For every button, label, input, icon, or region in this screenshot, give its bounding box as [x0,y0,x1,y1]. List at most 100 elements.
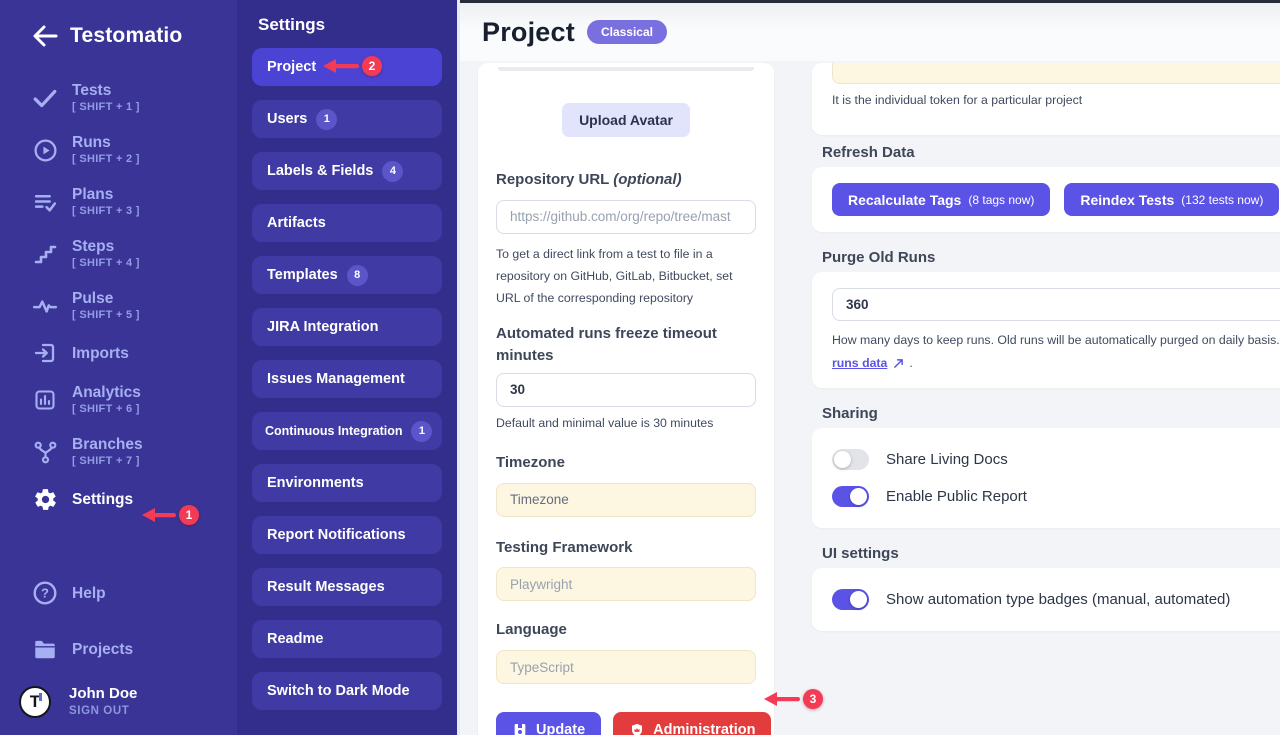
save-icon [514,724,526,735]
app-sidebar: Testomatio Tests[ SHIFT + 1 ] Runs[ SHIF… [0,0,237,735]
count-badge: 1 [316,108,338,130]
help-circle-icon: ? [20,580,70,606]
token-help: It is the individual token for a particu… [832,93,1083,107]
enable-public-report-toggle[interactable] [832,486,869,507]
automation-badges-row: Show automation type badges (manual, aut… [832,581,1280,618]
settings-menu-title: Settings [258,15,326,34]
update-button[interactable]: Update [496,712,602,735]
nav-item-plans[interactable]: Plans[ SHIFT + 3 ] [0,178,237,226]
settings-menu-item-artifacts[interactable]: Artifacts [252,204,442,242]
main-content: Project Classical Upload Avatar Reposito… [460,0,1280,735]
settings-menu-item-labels-fields[interactable]: Labels & Fields 4 [252,152,442,190]
settings-menu: Settings Project Users 1 Labels & Fields 4… [237,0,460,735]
purge-help-line2: runs data . [832,356,913,370]
nav-item-tests[interactable]: Tests[ SHIFT + 1 ] [0,74,237,122]
language-input[interactable] [496,650,756,685]
settings-menu-item-jira[interactable]: JIRA Integration [252,308,442,346]
avatar-image-edge [498,67,754,71]
count-badge: 8 [346,264,368,286]
gear-icon [20,487,70,512]
repository-url-label: Repository URL (optional) [496,171,682,188]
administration-button[interactable]: Administration [613,712,772,735]
ui-settings-heading: UI settings [822,545,899,562]
import-icon [20,341,70,365]
external-link-icon [893,358,904,369]
automation-badges-label: Show automation type badges (manual, aut… [886,591,1231,608]
logo-row: Testomatio [0,0,237,48]
play-circle-icon [20,138,70,163]
nav-item-steps[interactable]: Steps[ SHIFT + 4 ] [0,230,237,278]
folder-icon [20,636,70,662]
sharing-heading: Sharing [822,405,878,422]
sharing-card: Share Living Docs Enable Public Report [812,428,1280,528]
freeze-timeout-label: Automated runs freeze timeout minutes [496,325,717,364]
list-check-icon [20,190,70,215]
settings-menu-item-result-messages[interactable]: Result Messages [252,568,442,606]
enable-public-report-label: Enable Public Report [886,488,1027,505]
freeze-timeout-input[interactable] [496,372,756,407]
api-token-input[interactable] [832,63,1280,84]
nav-item-imports[interactable]: Imports [0,334,237,372]
settings-menu-item-project[interactable]: Project [252,48,442,86]
sign-out-link[interactable]: SIGN OUT [69,705,130,717]
freeze-timeout-help: Default and minimal value is 30 minutes [496,415,714,430]
repository-url-input[interactable] [496,199,756,234]
settings-menu-item-issues[interactable]: Issues Management [252,360,442,398]
project-type-badge: Classical [586,20,667,44]
top-border [460,0,1280,3]
repository-url-help: To get a direct link from a test to file… [496,246,733,305]
back-arrow-icon[interactable] [20,25,70,47]
user-avatar: T [19,686,51,718]
nav-item-pulse[interactable]: Pulse[ SHIFT + 5 ] [0,282,237,330]
share-living-docs-label: Share Living Docs [886,451,1008,468]
page-title: Project [482,16,575,47]
refresh-data-heading: Refresh Data [822,144,915,161]
testing-framework-input[interactable] [496,567,756,602]
automation-badges-toggle[interactable] [832,589,869,610]
runs-data-link[interactable]: runs data [832,356,888,370]
settings-menu-item-report-notifications[interactable]: Report Notifications [252,516,442,554]
git-branch-icon [20,440,70,465]
nav-item-projects[interactable]: Projects [0,629,237,669]
refresh-data-card: Recalculate Tags (8 tags now) Reindex Tes… [812,167,1280,232]
settings-menu-item-users[interactable]: Users 1 [252,100,442,138]
purge-old-runs-heading: Purge Old Runs [822,249,936,266]
timezone-input[interactable] [496,482,756,517]
main-nav: Tests[ SHIFT + 1 ] Runs[ SHIFT + 2 ] Pla… [0,74,237,523]
purge-old-runs-card: How many days to keep runs. Old runs wil… [812,272,1280,388]
svg-text:?: ? [41,586,49,601]
ui-settings-card: Show automation type badges (manual, aut… [812,568,1280,631]
reindex-tests-button[interactable]: Reindex Tests (132 tests now) [1064,183,1280,216]
language-label: Language [496,621,567,639]
settings-menu-item-environments[interactable]: Environments [252,464,442,502]
share-living-docs-toggle[interactable] [832,449,869,470]
nav-item-help[interactable]: ? Help [0,573,237,613]
project-form-card: Upload Avatar Repository URL (optional) … [478,63,774,735]
count-badge: 4 [382,160,404,182]
user-row: T John Doe SIGN OUT [0,685,237,719]
settings-menu-item-templates[interactable]: Templates 8 [252,256,442,294]
content-area: Upload Avatar Repository URL (optional) … [460,61,1280,735]
nav-item-analytics[interactable]: Analytics[ SHIFT + 6 ] [0,376,237,424]
settings-panel: It is the individual token for a particu… [812,63,1280,631]
check-icon [20,85,70,111]
purge-days-input[interactable] [832,288,1280,321]
nav-item-runs[interactable]: Runs[ SHIFT + 2 ] [0,126,237,174]
user-name: John Doe [69,685,138,702]
purge-help: How many days to keep runs. Old runs wil… [832,333,1280,347]
api-token-card: It is the individual token for a particu… [812,63,1280,135]
upload-avatar-button[interactable]: Upload Avatar [562,103,690,137]
settings-menu-item-dark-mode[interactable]: Switch to Dark Mode [252,672,442,710]
count-badge: 1 [411,420,433,442]
nav-item-settings[interactable]: Settings [0,480,237,519]
enable-public-report-row: Enable Public Report [832,478,1280,515]
settings-menu-list: Project Users 1 Labels & Fields 4 Artifact… [237,35,457,724]
testing-framework-label: Testing Framework [496,538,633,556]
stairs-icon [20,242,70,266]
page-header: Project Classical [460,3,1280,61]
settings-menu-item-ci[interactable]: Continuous Integration 1 [252,412,442,450]
recalculate-tags-button[interactable]: Recalculate Tags (8 tags now) [832,183,1051,216]
timezone-label: Timezone [496,453,565,471]
nav-item-branches[interactable]: Branches[ SHIFT + 7 ] [0,428,237,476]
settings-menu-item-readme[interactable]: Readme [252,620,442,658]
